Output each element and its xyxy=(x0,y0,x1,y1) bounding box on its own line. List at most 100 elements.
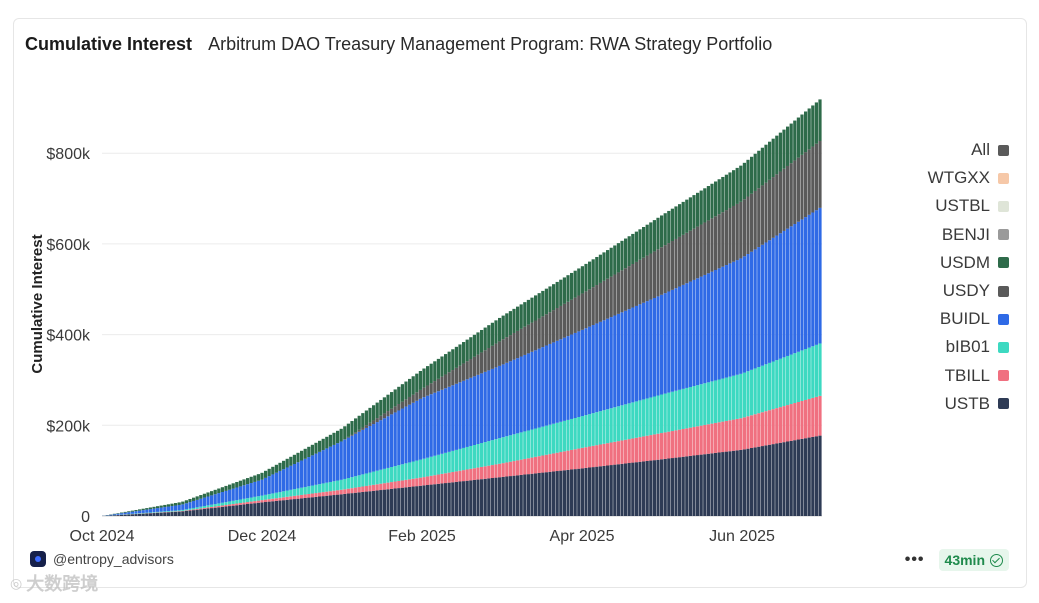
bar-segment-tbill xyxy=(415,478,419,487)
bar-segment-bib01 xyxy=(372,471,376,485)
bar-segment-tbill xyxy=(357,487,361,493)
bar-segment-usdm xyxy=(145,508,149,510)
bar-segment-tbill xyxy=(267,499,271,502)
bar-segment-bib01 xyxy=(516,433,520,461)
legend-item-buidl[interactable]: BUIDL xyxy=(940,305,1009,333)
bar-segment-usdy xyxy=(789,163,793,227)
bar-segment-ustb xyxy=(184,510,188,516)
legend-item-ustb[interactable]: USTB xyxy=(945,390,1009,418)
legend-item-all[interactable]: All xyxy=(971,136,1009,164)
bar-segment-buidl xyxy=(465,379,469,447)
bar-segment-buidl xyxy=(490,368,494,441)
legend-item-usdy[interactable]: USDY xyxy=(943,277,1009,305)
bar-segment-buidl xyxy=(476,374,480,445)
x-tick-label: Feb 2025 xyxy=(388,528,456,545)
bar-segment-usdy xyxy=(494,343,498,368)
legend-item-usdm[interactable]: USDM xyxy=(940,249,1009,277)
bar-segment-tbill xyxy=(555,452,559,472)
bar-segment-ustb xyxy=(372,490,376,516)
bar-segment-usdm xyxy=(192,497,196,501)
bar-segment-bib01 xyxy=(159,511,163,513)
bar-segment-usdy xyxy=(372,420,376,425)
bar-segment-tbill xyxy=(418,477,422,486)
bar-segment-usdy xyxy=(386,411,390,417)
bar-segment-usdm xyxy=(307,446,311,458)
bar-segment-tbill xyxy=(732,419,736,451)
legend-item-bib01[interactable]: bIB01 xyxy=(946,333,1009,361)
refresh-badge[interactable]: 43min xyxy=(938,549,1009,571)
bar-segment-usdy xyxy=(508,335,512,362)
more-options-button[interactable]: ••• xyxy=(904,551,925,568)
bar-segment-usdy xyxy=(498,341,502,366)
bar-segment-tbill xyxy=(368,485,372,492)
bar-segment-bib01 xyxy=(804,349,808,400)
bar-segment-usdm xyxy=(163,504,167,508)
bar-segment-usdm xyxy=(739,165,743,202)
bar-segment-tbill xyxy=(624,439,628,464)
bar-segment-bib01 xyxy=(256,496,260,501)
bar-segment-usdy xyxy=(350,434,354,436)
bar-segment-tbill xyxy=(354,487,358,493)
bar-segment-buidl xyxy=(663,293,667,394)
bar-segment-buidl xyxy=(148,509,152,513)
legend-item-wtgxx[interactable]: WTGXX xyxy=(928,164,1009,192)
bar-segment-bib01 xyxy=(458,448,462,471)
bar-segment-usdm xyxy=(213,489,217,495)
bar-segment-ustb xyxy=(757,446,761,516)
legend-item-benji[interactable]: BENJI xyxy=(942,221,1009,249)
bar-segment-buidl xyxy=(130,511,134,514)
bar-segment-bib01 xyxy=(807,347,811,399)
bar-segment-ustb xyxy=(127,514,131,516)
bar-segment-ustb xyxy=(606,465,610,516)
author-credit[interactable]: @entropy_advisors xyxy=(30,551,174,567)
bar-segment-buidl xyxy=(422,397,426,459)
bar-segment-bib01 xyxy=(444,452,448,474)
bar-segment-ustb xyxy=(120,514,124,516)
bar-segment-ustb xyxy=(195,509,199,516)
bar-segment-buidl xyxy=(256,480,260,497)
bar-segment-bib01 xyxy=(202,506,206,508)
bar-segment-tbill xyxy=(537,456,541,473)
bar-segment-buidl xyxy=(199,498,203,507)
bar-segment-bib01 xyxy=(501,437,505,464)
bar-segment-tbill xyxy=(469,468,473,481)
bar-segment-buidl xyxy=(746,254,750,372)
bar-segment-ustb xyxy=(811,436,815,516)
bar-segment-usdm xyxy=(559,279,563,306)
bar-segment-bib01 xyxy=(148,512,152,513)
bar-segment-ustb xyxy=(512,475,516,516)
bar-segment-ustb xyxy=(505,476,509,516)
bar-segment-usdm xyxy=(224,485,228,491)
bar-segment-ustb xyxy=(390,488,394,516)
legend-label: WTGXX xyxy=(927,168,990,188)
bar-segment-usdm xyxy=(526,299,530,325)
bar-segment-tbill xyxy=(314,493,318,497)
bar-segment-tbill xyxy=(656,433,660,460)
bar-segment-ustb xyxy=(814,436,818,516)
bar-segment-bib01 xyxy=(692,386,696,427)
bar-segment-usdy xyxy=(447,372,451,387)
bar-segment-tbill xyxy=(195,508,199,510)
bar-segment-buidl xyxy=(346,437,350,479)
bar-segment-usdm xyxy=(433,361,437,382)
bar-segment-usdm xyxy=(318,440,322,452)
bar-segment-usdy xyxy=(436,378,440,392)
bar-segment-ustb xyxy=(620,463,624,516)
bar-segment-buidl xyxy=(436,391,440,455)
bar-segment-buidl xyxy=(307,457,311,487)
bar-segment-usdy xyxy=(555,308,559,341)
bar-segment-tbill xyxy=(282,497,286,501)
bar-segment-usdm xyxy=(357,415,361,430)
bar-segment-tbill xyxy=(220,505,224,507)
bar-segment-ustb xyxy=(134,514,138,516)
bar-segment-bib01 xyxy=(778,358,782,408)
bar-segment-ustb xyxy=(663,458,667,516)
legend-item-tbill[interactable]: TBILL xyxy=(945,362,1009,390)
bar-segment-buidl xyxy=(246,484,250,499)
bar-segment-tbill xyxy=(206,507,210,509)
bar-segment-buidl xyxy=(271,474,275,494)
bar-segment-usdm xyxy=(796,117,800,158)
bar-segment-bib01 xyxy=(652,396,656,435)
legend-item-ustbl[interactable]: USTBL xyxy=(935,192,1009,220)
chart-header: Cumulative Interest Arbitrum DAO Treasur… xyxy=(25,34,772,55)
